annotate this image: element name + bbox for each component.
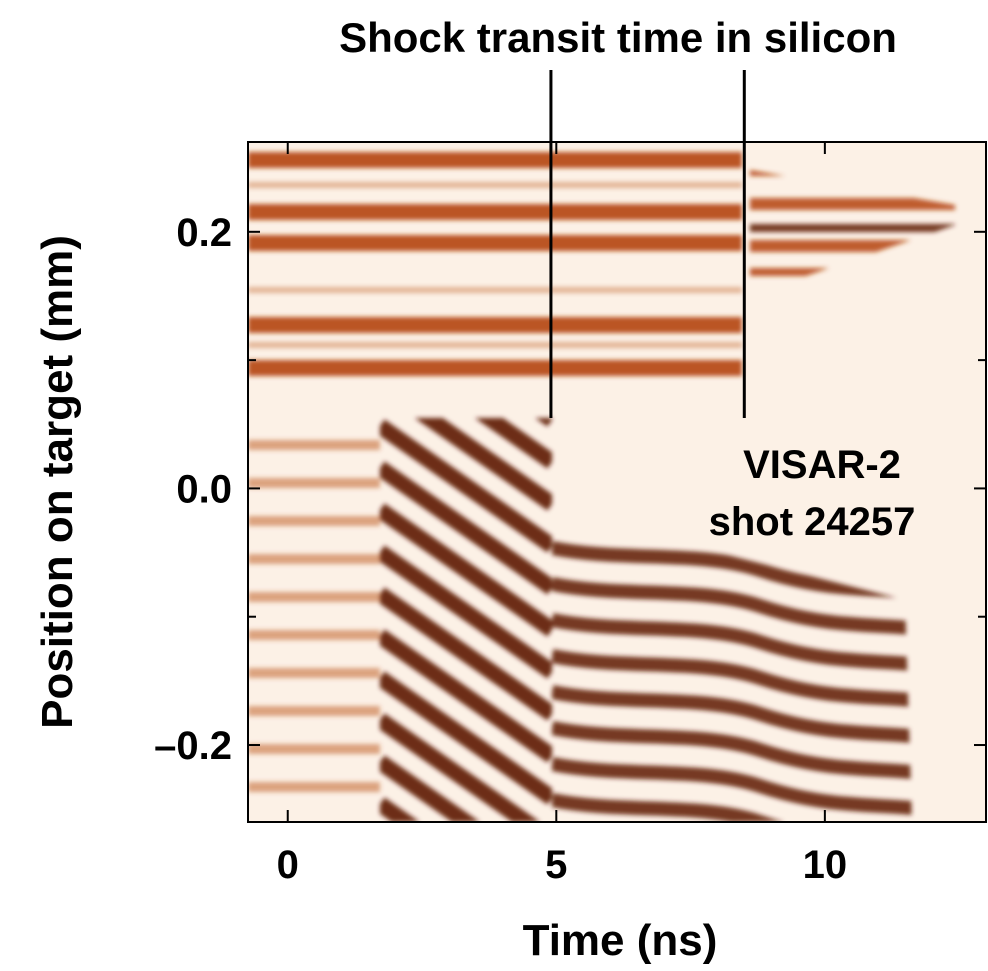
plot-frame xyxy=(247,141,987,823)
fringe xyxy=(414,418,552,511)
y-axis-label: Position on target (mm) xyxy=(33,235,82,729)
fringe xyxy=(380,545,552,679)
fringe xyxy=(380,713,541,822)
fringe xyxy=(474,418,552,469)
fringe xyxy=(552,649,912,707)
annotation: VISAR-2 xyxy=(743,443,901,487)
y-tick-label: 0.2 xyxy=(176,211,232,255)
chart-title: Shock transit time in silicon xyxy=(339,14,897,61)
annotation: shot 24257 xyxy=(709,500,916,544)
fringe xyxy=(552,721,912,779)
fringe xyxy=(380,671,552,805)
fringe xyxy=(552,613,912,671)
fringe xyxy=(552,685,912,743)
fringe-group xyxy=(380,418,552,822)
fringe xyxy=(380,503,552,637)
axes: 0 5 10 –0.2 0.0 0.2 xyxy=(154,70,986,887)
x-tick-label: 10 xyxy=(803,843,848,887)
x-tick-label: 0 xyxy=(277,843,299,887)
y-tick-label: 0.0 xyxy=(176,467,232,511)
fringe xyxy=(380,629,552,763)
fringe xyxy=(380,587,552,721)
y-tick-label: –0.2 xyxy=(154,724,232,768)
x-tick-label: 5 xyxy=(545,843,567,887)
fringe xyxy=(552,757,912,815)
fringe xyxy=(552,577,912,635)
x-axis-label: Time (ns) xyxy=(523,916,718,965)
fringe xyxy=(380,461,552,595)
fringe xyxy=(380,419,552,553)
fringe xyxy=(380,755,480,822)
